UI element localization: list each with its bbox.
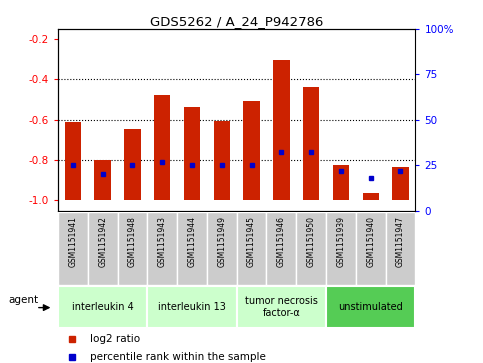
Bar [154, 95, 170, 200]
FancyBboxPatch shape [385, 212, 415, 285]
Text: GSM1151944: GSM1151944 [187, 216, 197, 267]
Text: GSM1151948: GSM1151948 [128, 216, 137, 267]
Bar [273, 60, 289, 200]
FancyBboxPatch shape [237, 286, 326, 328]
Text: tumor necrosis
factor-α: tumor necrosis factor-α [245, 296, 318, 318]
Bar [243, 101, 260, 200]
Text: percentile rank within the sample: percentile rank within the sample [90, 352, 266, 362]
Bar [392, 167, 409, 200]
Text: GSM1151949: GSM1151949 [217, 216, 226, 267]
Bar [65, 122, 81, 200]
Text: GSM1151940: GSM1151940 [366, 216, 375, 267]
FancyBboxPatch shape [296, 212, 326, 285]
Text: interleukin 4: interleukin 4 [72, 302, 133, 312]
FancyBboxPatch shape [326, 212, 356, 285]
FancyBboxPatch shape [58, 212, 88, 285]
FancyBboxPatch shape [356, 212, 385, 285]
Text: GSM1151950: GSM1151950 [307, 216, 315, 267]
FancyBboxPatch shape [117, 212, 147, 285]
Bar [184, 107, 200, 200]
FancyBboxPatch shape [326, 286, 415, 328]
FancyBboxPatch shape [88, 212, 117, 285]
Bar [363, 193, 379, 200]
Text: GSM1151943: GSM1151943 [158, 216, 167, 267]
Bar [95, 160, 111, 200]
Text: GSM1151939: GSM1151939 [337, 216, 345, 267]
Text: agent: agent [9, 295, 39, 305]
FancyBboxPatch shape [147, 286, 237, 328]
Text: unstimulated: unstimulated [338, 302, 403, 312]
FancyBboxPatch shape [237, 212, 267, 285]
Text: GSM1151942: GSM1151942 [98, 216, 107, 267]
FancyBboxPatch shape [58, 286, 147, 328]
FancyBboxPatch shape [177, 212, 207, 285]
FancyBboxPatch shape [267, 212, 296, 285]
FancyBboxPatch shape [147, 212, 177, 285]
Bar [333, 165, 349, 200]
Title: GDS5262 / A_24_P942786: GDS5262 / A_24_P942786 [150, 15, 323, 28]
FancyBboxPatch shape [207, 212, 237, 285]
Text: interleukin 13: interleukin 13 [158, 302, 226, 312]
Text: GSM1151947: GSM1151947 [396, 216, 405, 267]
Text: GSM1151941: GSM1151941 [69, 216, 77, 267]
Text: GSM1151946: GSM1151946 [277, 216, 286, 267]
Bar [303, 86, 319, 200]
Bar [124, 129, 141, 200]
Text: GSM1151945: GSM1151945 [247, 216, 256, 267]
Text: log2 ratio: log2 ratio [90, 334, 140, 344]
Bar [213, 121, 230, 200]
